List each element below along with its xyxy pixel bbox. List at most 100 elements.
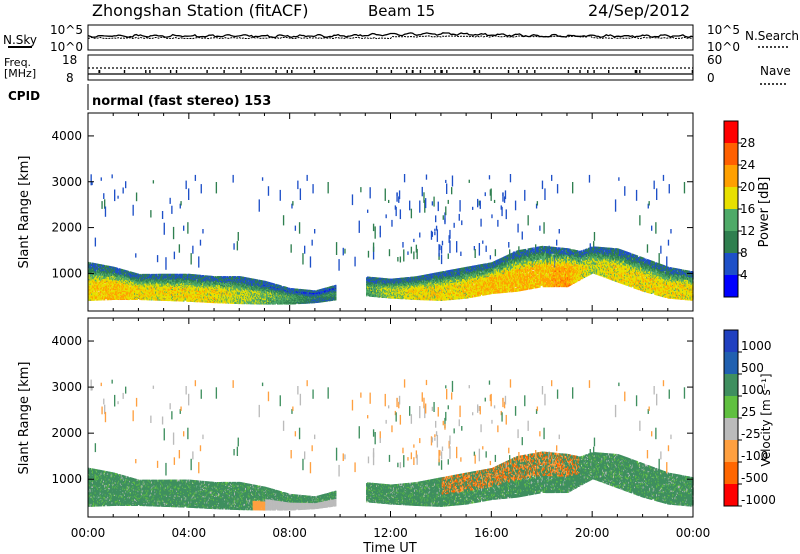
cpid-panel: CPID normal (fast stereo) 153 xyxy=(8,84,271,110)
freq-mark xyxy=(391,70,392,73)
power-cell xyxy=(187,222,188,234)
freq-mark xyxy=(692,70,693,73)
power-cell xyxy=(201,184,202,193)
freq-mark xyxy=(579,70,580,73)
power-cell xyxy=(112,174,113,178)
nave-tick-bottom: 0 xyxy=(707,71,715,85)
nsky-line xyxy=(88,33,693,38)
freq-mark xyxy=(223,70,224,73)
power-cell xyxy=(200,240,201,246)
nave-tick-top: 60 xyxy=(707,53,722,67)
power-scatter xyxy=(88,174,694,305)
date-label: 24/Sep/2012 xyxy=(588,1,690,20)
nsearch-tick-bottom: 10^0 xyxy=(707,40,740,54)
nsearch-label: N.Search xyxy=(745,29,799,43)
nsky-tick-top: 10^5 xyxy=(50,23,83,37)
power-cell xyxy=(170,198,171,204)
freq-mark xyxy=(275,70,276,73)
power-cell xyxy=(101,177,102,180)
nsky-panel: N.Sky 10^5 10^0 10^5 10^0 N.Search xyxy=(3,23,799,54)
power-cell xyxy=(171,206,172,214)
power-cell xyxy=(188,188,189,200)
freq-mark xyxy=(176,70,177,73)
power-cell xyxy=(179,244,180,252)
power-cell xyxy=(136,193,137,202)
freq-trace xyxy=(88,68,693,74)
power-cell xyxy=(164,223,165,235)
power-cell xyxy=(173,227,174,239)
power-cell xyxy=(238,232,239,241)
nsky-label: N.Sky xyxy=(3,33,37,47)
freq-mark xyxy=(99,70,100,73)
freq-mark xyxy=(636,70,637,73)
power-cell xyxy=(202,229,203,234)
freq-mark xyxy=(479,70,480,73)
power-cell xyxy=(225,276,226,278)
freq-mark xyxy=(314,70,315,73)
nsky-trace xyxy=(88,33,693,39)
power-cell xyxy=(123,188,124,194)
power-cell xyxy=(157,255,158,262)
power-cell xyxy=(156,274,157,276)
freq-mark xyxy=(291,70,292,73)
freq-mark xyxy=(287,70,288,73)
freq-mark xyxy=(587,70,588,73)
power-cell xyxy=(174,252,175,260)
freq-mark xyxy=(206,70,207,73)
power-cell xyxy=(95,238,96,247)
freq-mark xyxy=(170,70,171,73)
freq-mark xyxy=(124,70,125,73)
freq-mark xyxy=(434,70,435,73)
power-cell xyxy=(153,180,154,183)
freq-mark xyxy=(508,70,509,73)
freq-mark xyxy=(526,70,527,73)
power-cell xyxy=(103,193,104,199)
freq-mark xyxy=(534,70,535,73)
power-cell xyxy=(233,243,234,249)
power-cell xyxy=(180,201,181,205)
station-title: Zhongshan Station (fitACF) xyxy=(92,1,309,20)
power-cell xyxy=(186,181,187,190)
freq-mark xyxy=(639,70,640,73)
power-cell xyxy=(101,201,102,209)
power-cell xyxy=(198,256,199,267)
freq-mark xyxy=(446,70,447,73)
power-cell xyxy=(135,253,136,257)
nsearch-tick-top: 10^5 xyxy=(707,23,740,37)
freq-mark xyxy=(441,70,442,73)
cpid-value: normal (fast stereo) 153 xyxy=(92,94,271,109)
power-cell xyxy=(192,246,193,254)
freq-panel: Freq. [MHz] 18 8 60 0 Nave xyxy=(4,53,791,85)
freq-mark xyxy=(568,70,569,73)
freq-mark xyxy=(149,70,150,73)
power-cell xyxy=(105,207,106,217)
freq-mark xyxy=(376,70,377,73)
beam-label: Beam 15 xyxy=(368,2,435,20)
power-cell xyxy=(125,181,126,188)
freq-mark xyxy=(608,70,609,73)
cpid-label: CPID xyxy=(8,89,40,103)
freq-tick-top: 18 xyxy=(62,53,77,67)
freq-mark xyxy=(593,70,594,73)
power-cell xyxy=(191,253,192,264)
power-cell xyxy=(183,226,184,231)
freq-mark xyxy=(240,70,241,73)
nave-label: Nave xyxy=(760,64,791,78)
power-cell xyxy=(195,175,196,181)
nsky-tick-bottom: 10^0 xyxy=(50,40,83,54)
freq-mark xyxy=(412,70,413,73)
power-cell xyxy=(237,241,238,250)
freq-unit: [MHz] xyxy=(4,67,36,80)
power-cell xyxy=(114,190,115,202)
power-cell xyxy=(150,210,151,217)
power-cell xyxy=(133,205,134,216)
freq-mark xyxy=(406,70,407,73)
freq-mark xyxy=(635,70,636,73)
power-cell xyxy=(117,196,118,199)
freq-mark xyxy=(518,70,519,73)
freq-mark xyxy=(145,70,146,73)
freq-tick-bottom: 8 xyxy=(66,71,74,85)
freq-mark xyxy=(473,70,474,73)
